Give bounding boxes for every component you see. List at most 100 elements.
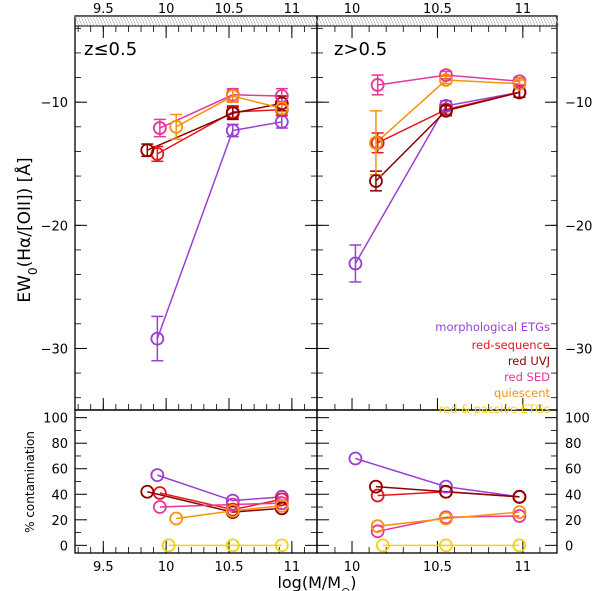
top-hatch xyxy=(503,15,509,27)
top-hatch xyxy=(188,15,194,27)
data-point xyxy=(152,121,167,135)
top-hatch xyxy=(422,15,428,27)
top-hatch xyxy=(317,15,323,27)
y-tick-label-right: 80 xyxy=(565,437,582,452)
top-hatch xyxy=(170,15,176,27)
y-tick-label-right: 20 xyxy=(565,514,582,529)
top-hatch xyxy=(284,15,290,27)
data-point xyxy=(439,73,453,87)
top-hatch xyxy=(215,15,221,27)
top-hatch xyxy=(518,15,524,27)
top-hatch xyxy=(446,15,452,27)
top-hatch xyxy=(455,15,461,27)
top-hatch xyxy=(194,15,200,27)
top-hatch xyxy=(314,15,320,27)
data-point xyxy=(140,484,155,499)
data-point xyxy=(512,489,527,504)
top-hatch xyxy=(77,15,83,27)
panel-frame xyxy=(74,15,318,411)
top-hatch xyxy=(128,15,134,27)
top-hatch xyxy=(275,15,281,27)
data-point xyxy=(512,538,527,553)
top-hatch xyxy=(491,15,497,27)
top-hatch xyxy=(515,15,521,27)
data-point xyxy=(512,505,527,520)
top-hatch xyxy=(551,15,557,27)
x-tick-label-top: 10 xyxy=(344,2,361,17)
y-tick-label-right: −20 xyxy=(565,219,592,234)
x-tick-label-bottom: 11 xyxy=(515,560,532,575)
top-hatch xyxy=(395,15,401,27)
x-tick-label-bottom: 11 xyxy=(284,560,301,575)
top-hatch xyxy=(155,15,161,27)
data-point xyxy=(274,101,289,116)
top-hatch xyxy=(263,15,269,27)
top-hatch xyxy=(305,15,311,27)
x-tick-label-top: 11 xyxy=(284,2,301,17)
top-hatch xyxy=(137,15,143,27)
x-tick-label-top: 10.5 xyxy=(423,2,452,17)
data-point xyxy=(274,96,289,111)
top-hatch xyxy=(452,15,458,27)
top-hatch xyxy=(365,15,371,27)
top-hatch xyxy=(362,15,368,27)
top-hatch xyxy=(218,15,224,27)
top-hatch xyxy=(464,15,470,27)
top-hatch xyxy=(152,15,158,27)
top-hatch xyxy=(134,15,140,27)
series-line xyxy=(377,511,520,527)
top-hatch xyxy=(158,15,164,27)
data-point xyxy=(439,98,453,113)
top-hatch xyxy=(449,15,455,27)
x-axis-label: log(M/M⊙) xyxy=(277,573,356,591)
top-hatch xyxy=(434,15,440,27)
y-tick-label-right: 0 xyxy=(565,539,573,554)
top-hatch xyxy=(521,15,527,27)
top-hatch xyxy=(320,15,326,27)
top-hatch xyxy=(116,15,122,27)
top-hatch xyxy=(239,15,245,27)
x-tick-label-bottom: 10.5 xyxy=(215,560,244,575)
top-hatch xyxy=(416,15,422,27)
top-hatch xyxy=(167,15,173,27)
top-hatch xyxy=(344,15,350,27)
data-point xyxy=(274,492,289,507)
top-hatch xyxy=(398,15,404,27)
data-point xyxy=(439,103,453,118)
legend-entry: red-sequence xyxy=(472,338,550,352)
top-hatch xyxy=(386,15,392,27)
y-axis-label: EW0(Hα/[OII]) [Å] xyxy=(13,157,40,302)
top-hatch xyxy=(431,15,437,27)
y-tick-label-left: 0 xyxy=(60,539,68,554)
top-hatch xyxy=(494,15,500,27)
x-tick-label-bottom: 10 xyxy=(158,560,175,575)
top-hatch xyxy=(200,15,206,27)
y-tick-label-right: 40 xyxy=(565,488,582,503)
series-line xyxy=(377,515,520,533)
top-hatch xyxy=(146,15,152,27)
axis-ticks: 9.5 9.5 10 10 10.5 10.5 11 11 10 10 10.5 10.5 11 11 −1… xyxy=(41,2,593,575)
y-tick-label-right: 60 xyxy=(565,463,582,478)
top-hatch xyxy=(179,15,185,27)
top-hatch xyxy=(326,15,332,27)
top-hatch xyxy=(80,15,86,27)
top-hatch xyxy=(359,15,365,27)
top-hatch xyxy=(461,15,467,27)
top-hatch xyxy=(257,15,263,27)
top-hatch xyxy=(374,15,380,27)
top-hatch xyxy=(308,15,314,27)
x-tick-label-bottom: 10.5 xyxy=(423,560,452,575)
top-hatch xyxy=(110,15,116,27)
data-point xyxy=(161,538,176,553)
y-tick-label-right: 100 xyxy=(565,412,590,427)
top-hatch xyxy=(260,15,266,27)
data-point xyxy=(169,511,184,526)
top-hatch xyxy=(548,15,554,27)
data-point xyxy=(375,538,390,553)
top-hatch xyxy=(221,15,227,27)
legend-entry: red UVJ xyxy=(508,354,550,368)
top-hatch xyxy=(479,15,485,27)
top-hatch xyxy=(356,15,362,27)
top-hatch xyxy=(269,15,275,27)
